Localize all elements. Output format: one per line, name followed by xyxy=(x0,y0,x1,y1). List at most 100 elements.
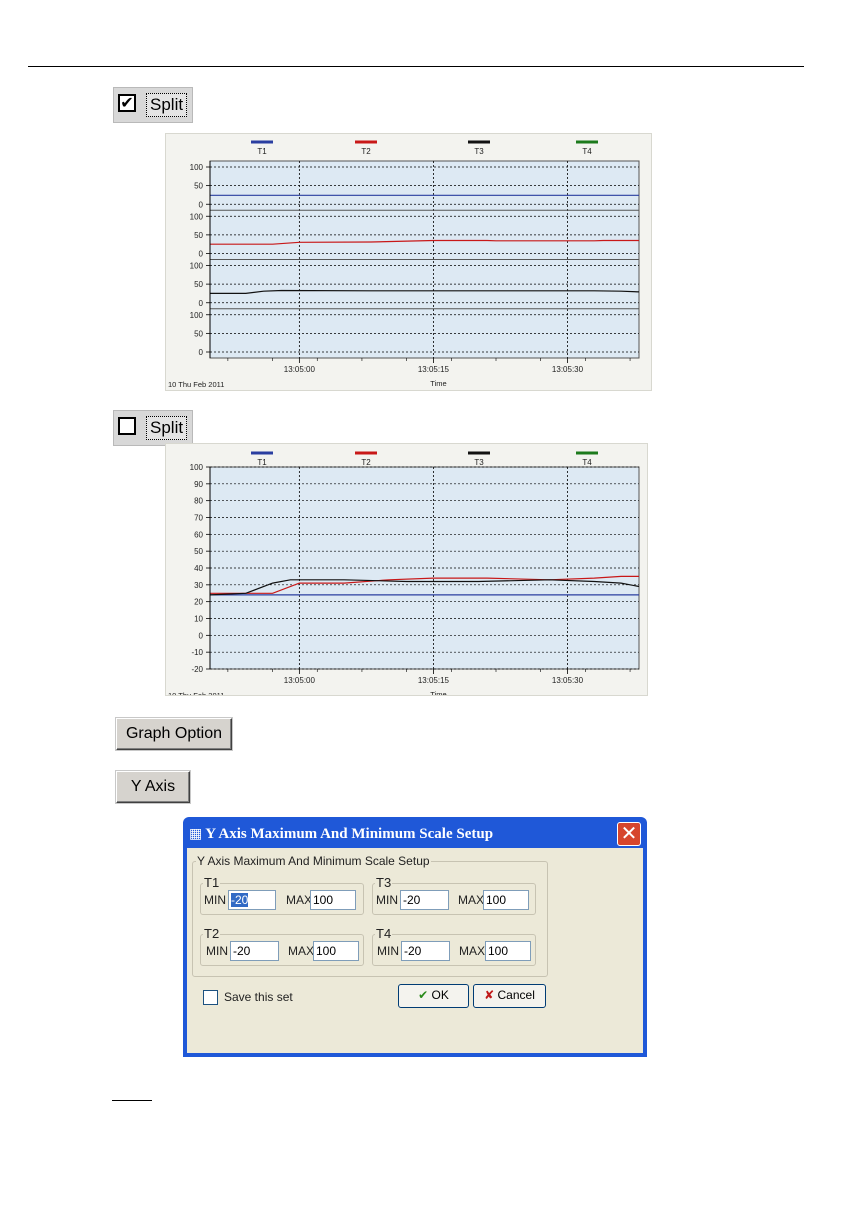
t1-max-input[interactable]: 100 xyxy=(310,890,356,910)
close-icon[interactable]: ✕ xyxy=(617,822,641,846)
t3-group xyxy=(372,883,536,915)
page-rule xyxy=(28,66,804,67)
t1-min-label: MIN xyxy=(204,893,226,907)
y-tick-label: 50 xyxy=(194,329,203,338)
split-label[interactable]: Split xyxy=(146,93,188,117)
t1-min-value: -20 xyxy=(231,893,249,907)
y-tick-label: 100 xyxy=(190,311,204,320)
split-checkbox-unchecked[interactable]: Split xyxy=(118,414,198,440)
series-line-T2 xyxy=(210,239,639,245)
y-tick-label: 100 xyxy=(190,262,204,271)
split-label-2[interactable]: Split xyxy=(146,416,188,440)
y-tick-label: 50 xyxy=(194,547,203,556)
y-tick-label: 90 xyxy=(194,480,203,489)
x-tick-label: 13:05:30 xyxy=(552,676,584,685)
y-tick-label: 80 xyxy=(194,497,203,506)
t3-min-label: MIN xyxy=(376,893,398,907)
t2-label: T2 xyxy=(203,926,221,941)
x-tick-label: 13:05:00 xyxy=(284,365,316,374)
t4-min-input[interactable]: -20 xyxy=(401,941,450,961)
t2-group xyxy=(200,934,364,966)
y-tick-label: 10 xyxy=(194,615,203,624)
cancel-icon: ✘ xyxy=(484,988,495,1002)
cancel-label: Cancel xyxy=(497,988,535,1002)
t1-min-input[interactable]: -20 xyxy=(228,890,276,910)
legend-label-T3: T3 xyxy=(474,147,484,156)
legend-label-T4: T4 xyxy=(582,147,592,156)
legend-label-T1: T1 xyxy=(257,147,267,156)
t3-label: T3 xyxy=(375,875,393,890)
t2-min-input[interactable]: -20 xyxy=(230,941,279,961)
legend-label-T2: T2 xyxy=(361,458,371,467)
legend-label-T1: T1 xyxy=(257,458,267,467)
save-set-checkbox[interactable] xyxy=(203,990,218,1005)
t1-group xyxy=(200,883,364,915)
y-tick-label: 70 xyxy=(194,514,203,523)
split-chart-svg: T1 T2 T3 T4 13:05:00 13:05:15 13:05:30 10 Thu F… xyxy=(168,140,640,389)
check-icon: ✔ xyxy=(418,988,429,1002)
t4-max-input[interactable]: 100 xyxy=(485,941,531,961)
y-tick-label: 50 xyxy=(194,231,203,240)
dialog-body: Y Axis Maximum And Minimum Scale Setup T… xyxy=(187,848,643,1053)
x-tick-label: 13:05:30 xyxy=(552,365,584,374)
y-tick-label: 20 xyxy=(194,598,203,607)
cancel-button[interactable]: ✘ Cancel xyxy=(473,984,546,1008)
y-tick-label: 40 xyxy=(194,564,203,573)
y-tick-label: 50 xyxy=(194,280,203,289)
date-label: 10 Thu Feb 2011 xyxy=(168,691,224,695)
y-tick-label: 0 xyxy=(199,200,204,209)
x-axis-title: Time xyxy=(430,690,446,695)
series-line-T2 xyxy=(210,575,639,594)
t4-min-label: MIN xyxy=(377,944,399,958)
y-tick-label: -20 xyxy=(191,665,203,674)
grid-icon: ▦ xyxy=(189,826,203,842)
y-tick-label: 50 xyxy=(194,182,203,191)
y-tick-label: 60 xyxy=(194,530,203,539)
ok-button[interactable]: ✔ OK xyxy=(398,984,469,1008)
t4-label: T4 xyxy=(375,926,393,941)
legend-label-T3: T3 xyxy=(474,458,484,467)
ok-label: OK xyxy=(431,988,449,1002)
series-line-T3 xyxy=(209,579,640,596)
y-tick-label: 100 xyxy=(190,212,204,221)
y-tick-label: -10 xyxy=(191,648,203,657)
y-tick-label: 0 xyxy=(199,348,204,357)
y-tick-label: 100 xyxy=(190,163,204,172)
combined-chart-svg: T1 T2 T3 T4 13:05:00 13:05:15 13:05:30 10 Thu F… xyxy=(168,451,640,700)
save-set-label[interactable]: Save this set xyxy=(224,990,293,1004)
t4-group xyxy=(372,934,536,966)
t3-min-input[interactable]: -20 xyxy=(400,890,449,910)
date-label: 10 Thu Feb 2011 xyxy=(168,380,224,389)
combined-chart: T1 T2 T3 T4 13:05:00 13:05:15 13:05:30 10 Thu F… xyxy=(165,443,648,700)
x-tick-label: 13:05:15 xyxy=(418,676,450,685)
t4-max-label: MAX xyxy=(459,944,486,958)
x-tick-label: 13:05:00 xyxy=(284,676,316,685)
graph-option-button[interactable]: Graph Option xyxy=(116,718,232,750)
t2-min-label: MIN xyxy=(206,944,228,958)
x-tick-label: 13:05:15 xyxy=(418,365,450,374)
split-chart: T1 T2 T3 T4 13:05:00 13:05:15 13:05:30 10 Thu F… xyxy=(165,133,652,391)
y-tick-label: 0 xyxy=(199,631,204,640)
y-tick-label: 100 xyxy=(190,463,204,472)
series-line-T3 xyxy=(210,289,640,294)
t2-max-input[interactable]: 100 xyxy=(313,941,359,961)
checkbox-empty-icon[interactable] xyxy=(118,417,136,435)
scale-group-title: Y Axis Maximum And Minimum Scale Setup xyxy=(196,854,431,868)
t3-max-label: MAX xyxy=(458,893,485,907)
t3-max-input[interactable]: 100 xyxy=(483,890,529,910)
split-checkbox-checked[interactable]: ✔ Split xyxy=(118,91,198,117)
dialog-title: Y Axis Maximum And Minimum Scale Setup xyxy=(205,826,494,842)
t1-label: T1 xyxy=(203,875,221,890)
checkbox-checked-icon[interactable]: ✔ xyxy=(118,94,136,112)
legend-label-T4: T4 xyxy=(582,458,592,467)
y-tick-label: 30 xyxy=(194,581,203,590)
dialog-titlebar: ▦ Y Axis Maximum And Minimum Scale Setup xyxy=(187,821,643,847)
legend-label-T2: T2 xyxy=(361,147,371,156)
x-axis-title: Time xyxy=(430,379,446,388)
underline-mark xyxy=(112,1100,152,1101)
y-axis-button[interactable]: Y Axis xyxy=(116,771,190,803)
y-tick-label: 0 xyxy=(199,250,204,259)
y-axis-dialog: ▦ Y Axis Maximum And Minimum Scale Setup … xyxy=(183,817,647,1057)
t1-max-label: MAX xyxy=(286,893,313,907)
y-tick-label: 0 xyxy=(199,299,204,308)
